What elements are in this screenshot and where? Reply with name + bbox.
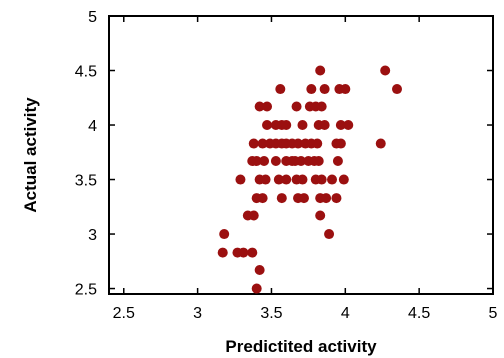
y-axis-title: Actual activity (21, 97, 40, 213)
y-tick-label: 4.5 (75, 64, 97, 81)
data-point (331, 193, 342, 204)
data-point (254, 265, 265, 276)
data-points (217, 65, 402, 294)
data-point (281, 120, 292, 131)
data-point (262, 120, 273, 131)
data-point (260, 174, 271, 185)
data-point (257, 138, 268, 149)
data-point (217, 247, 228, 258)
data-point (297, 120, 308, 131)
x-tick-label: 3.5 (260, 305, 282, 322)
x-tick-label: 4 (341, 305, 350, 322)
data-point (296, 155, 306, 166)
y-tick-label: 2.5 (75, 282, 97, 299)
y-tick-label: 5 (88, 9, 97, 26)
data-point (335, 138, 346, 149)
data-point (324, 229, 335, 240)
data-point (257, 193, 268, 204)
data-point (319, 84, 330, 95)
data-point (291, 101, 302, 112)
data-point (247, 247, 258, 258)
data-point (312, 138, 323, 149)
data-point (270, 155, 281, 166)
data-point (306, 84, 317, 95)
data-point (319, 120, 330, 131)
data-point (297, 174, 308, 185)
x-tick-label: 4.5 (408, 305, 430, 322)
plot-frame (108, 15, 494, 295)
data-point (313, 155, 324, 166)
data-point (293, 138, 304, 149)
data-point (219, 229, 230, 240)
data-point (321, 193, 332, 204)
data-point (238, 247, 249, 258)
y-tick-label: 3.5 (75, 173, 97, 190)
y-tick-labels: 2.5 3 3.5 4 4.5 5 (75, 9, 97, 299)
data-point (251, 155, 262, 166)
data-point (281, 174, 292, 185)
data-point (259, 155, 270, 166)
data-point (248, 210, 259, 221)
x-tick-label: 2.5 (113, 305, 135, 322)
data-point (316, 174, 327, 185)
y-tick-label: 4 (88, 118, 97, 135)
data-point (251, 283, 262, 294)
data-point (262, 101, 273, 112)
data-point (335, 120, 346, 131)
data-point (332, 155, 343, 166)
data-point (248, 138, 259, 149)
x-tick-labels: 2.5 3 3.5 4 4.5 5 (113, 305, 498, 322)
data-point (315, 65, 326, 76)
x-tick-label: 3 (193, 305, 202, 322)
data-point (327, 174, 338, 185)
data-point (298, 193, 309, 204)
data-point (254, 101, 265, 112)
x-axis-title: Predictited activity (225, 337, 377, 356)
data-point (276, 193, 287, 204)
data-point (315, 210, 326, 221)
axis-ticks (109, 15, 494, 294)
y-tick-label: 3 (88, 227, 97, 244)
data-point (235, 174, 246, 185)
data-point (375, 138, 386, 149)
data-point (380, 65, 391, 76)
data-point (343, 120, 354, 131)
data-point (340, 84, 351, 95)
data-point (275, 84, 286, 95)
data-point (392, 84, 402, 95)
data-point (338, 174, 349, 185)
data-point (273, 174, 284, 185)
x-tick-label: 5 (489, 305, 498, 322)
data-point (316, 101, 327, 112)
